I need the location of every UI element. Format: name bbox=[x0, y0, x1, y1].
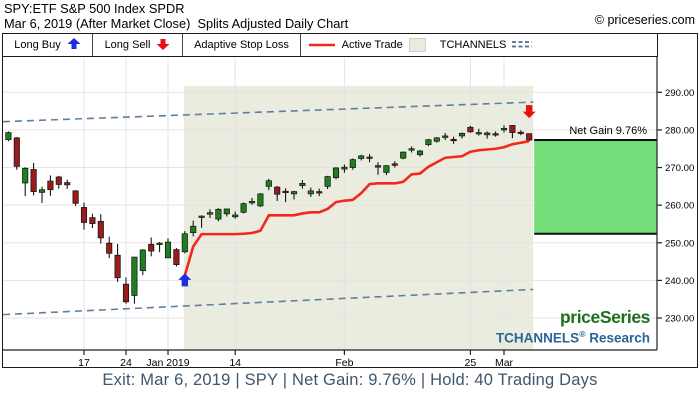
tchannel-lower-line bbox=[3, 288, 534, 316]
legend-long-sell-label: Long Sell bbox=[104, 39, 151, 51]
legend-item-long-sell: Long Sell bbox=[93, 34, 183, 56]
active-trade-region bbox=[183, 86, 534, 350]
legend-long-buy-label: Long Buy bbox=[14, 39, 61, 51]
long-buy-marker-icon bbox=[178, 273, 192, 287]
svg-text:270.00: 270.00 bbox=[665, 163, 694, 174]
net-gain-box bbox=[534, 139, 657, 234]
svg-text:25: 25 bbox=[465, 357, 477, 367]
long-buy-arrow-icon bbox=[67, 37, 81, 53]
chart-title: SPY:ETF S&P 500 Index SPDR bbox=[4, 1, 185, 16]
svg-text:Mar: Mar bbox=[495, 357, 514, 367]
net-gain-label: Net Gain 9.76% bbox=[569, 125, 647, 137]
chart-frame: Net Gain 9.76% 290.00 280.00 270.00 260.00 25… bbox=[2, 33, 698, 368]
tchannel-upper-line bbox=[3, 101, 534, 123]
legend-item-adaptive-stop-loss: Adaptive Stop Loss bbox=[183, 34, 301, 56]
legend-adaptive-stop-loss-label: Adaptive Stop Loss bbox=[194, 39, 289, 51]
svg-text:230.00: 230.00 bbox=[665, 314, 694, 325]
price-chart[interactable]: Net Gain 9.76% 290.00 280.00 270.00 260.00 25… bbox=[3, 34, 697, 367]
svg-text:290.00: 290.00 bbox=[665, 88, 694, 99]
legend-tchannels-label: TCHANNELS bbox=[439, 39, 507, 51]
svg-text:Jan 2019: Jan 2019 bbox=[146, 357, 189, 367]
legend-item-active-trade-tchannels: Active Trade TCHANNELS bbox=[301, 34, 539, 56]
adaptive-stop-loss-line bbox=[183, 139, 530, 276]
svg-text:17: 17 bbox=[78, 357, 90, 367]
copyright-notice: © priceseries.com bbox=[594, 13, 695, 27]
long-sell-marker-icon bbox=[522, 105, 536, 119]
long-sell-arrow-icon bbox=[156, 38, 170, 53]
svg-text:250.00: 250.00 bbox=[665, 238, 694, 249]
registered-mark: ® bbox=[579, 329, 586, 339]
chart-subtitle: Mar 6, 2019 (After Market Close) Splits … bbox=[4, 16, 349, 31]
svg-text:24: 24 bbox=[120, 357, 132, 367]
svg-text:280.00: 280.00 bbox=[665, 125, 694, 136]
svg-text:240.00: 240.00 bbox=[665, 276, 694, 287]
svg-text:260.00: 260.00 bbox=[665, 201, 694, 212]
svg-text:Feb: Feb bbox=[335, 357, 353, 367]
tchannels-research-watermark: TCHANNELS® Research bbox=[495, 329, 650, 346]
stop-loss-line-icon bbox=[308, 39, 336, 51]
priceseries-watermark: priceSeries bbox=[560, 307, 650, 327]
tchannels-dashes-icon bbox=[512, 39, 533, 52]
legend-item-long-buy: Long Buy bbox=[3, 34, 93, 56]
candles bbox=[3, 125, 533, 304]
trade-summary-footer: Exit: Mar 6, 2019 | SPY | Net Gain: 9.76… bbox=[102, 371, 598, 389]
legend-active-trade-label: Active Trade bbox=[341, 39, 403, 51]
legend-bar: Long Buy Long Sell Adaptive Stop Loss Ac… bbox=[3, 34, 658, 57]
legend-spacer bbox=[539, 34, 657, 56]
x-axis-labels: 17 24 Jan 2019 14 Feb 25 Mar bbox=[78, 350, 514, 367]
active-trade-swatch-icon bbox=[408, 38, 426, 52]
svg-text:14: 14 bbox=[229, 357, 241, 367]
y-axis-labels: 290.00 280.00 270.00 260.00 250.00 240.00 230.… bbox=[657, 88, 694, 325]
